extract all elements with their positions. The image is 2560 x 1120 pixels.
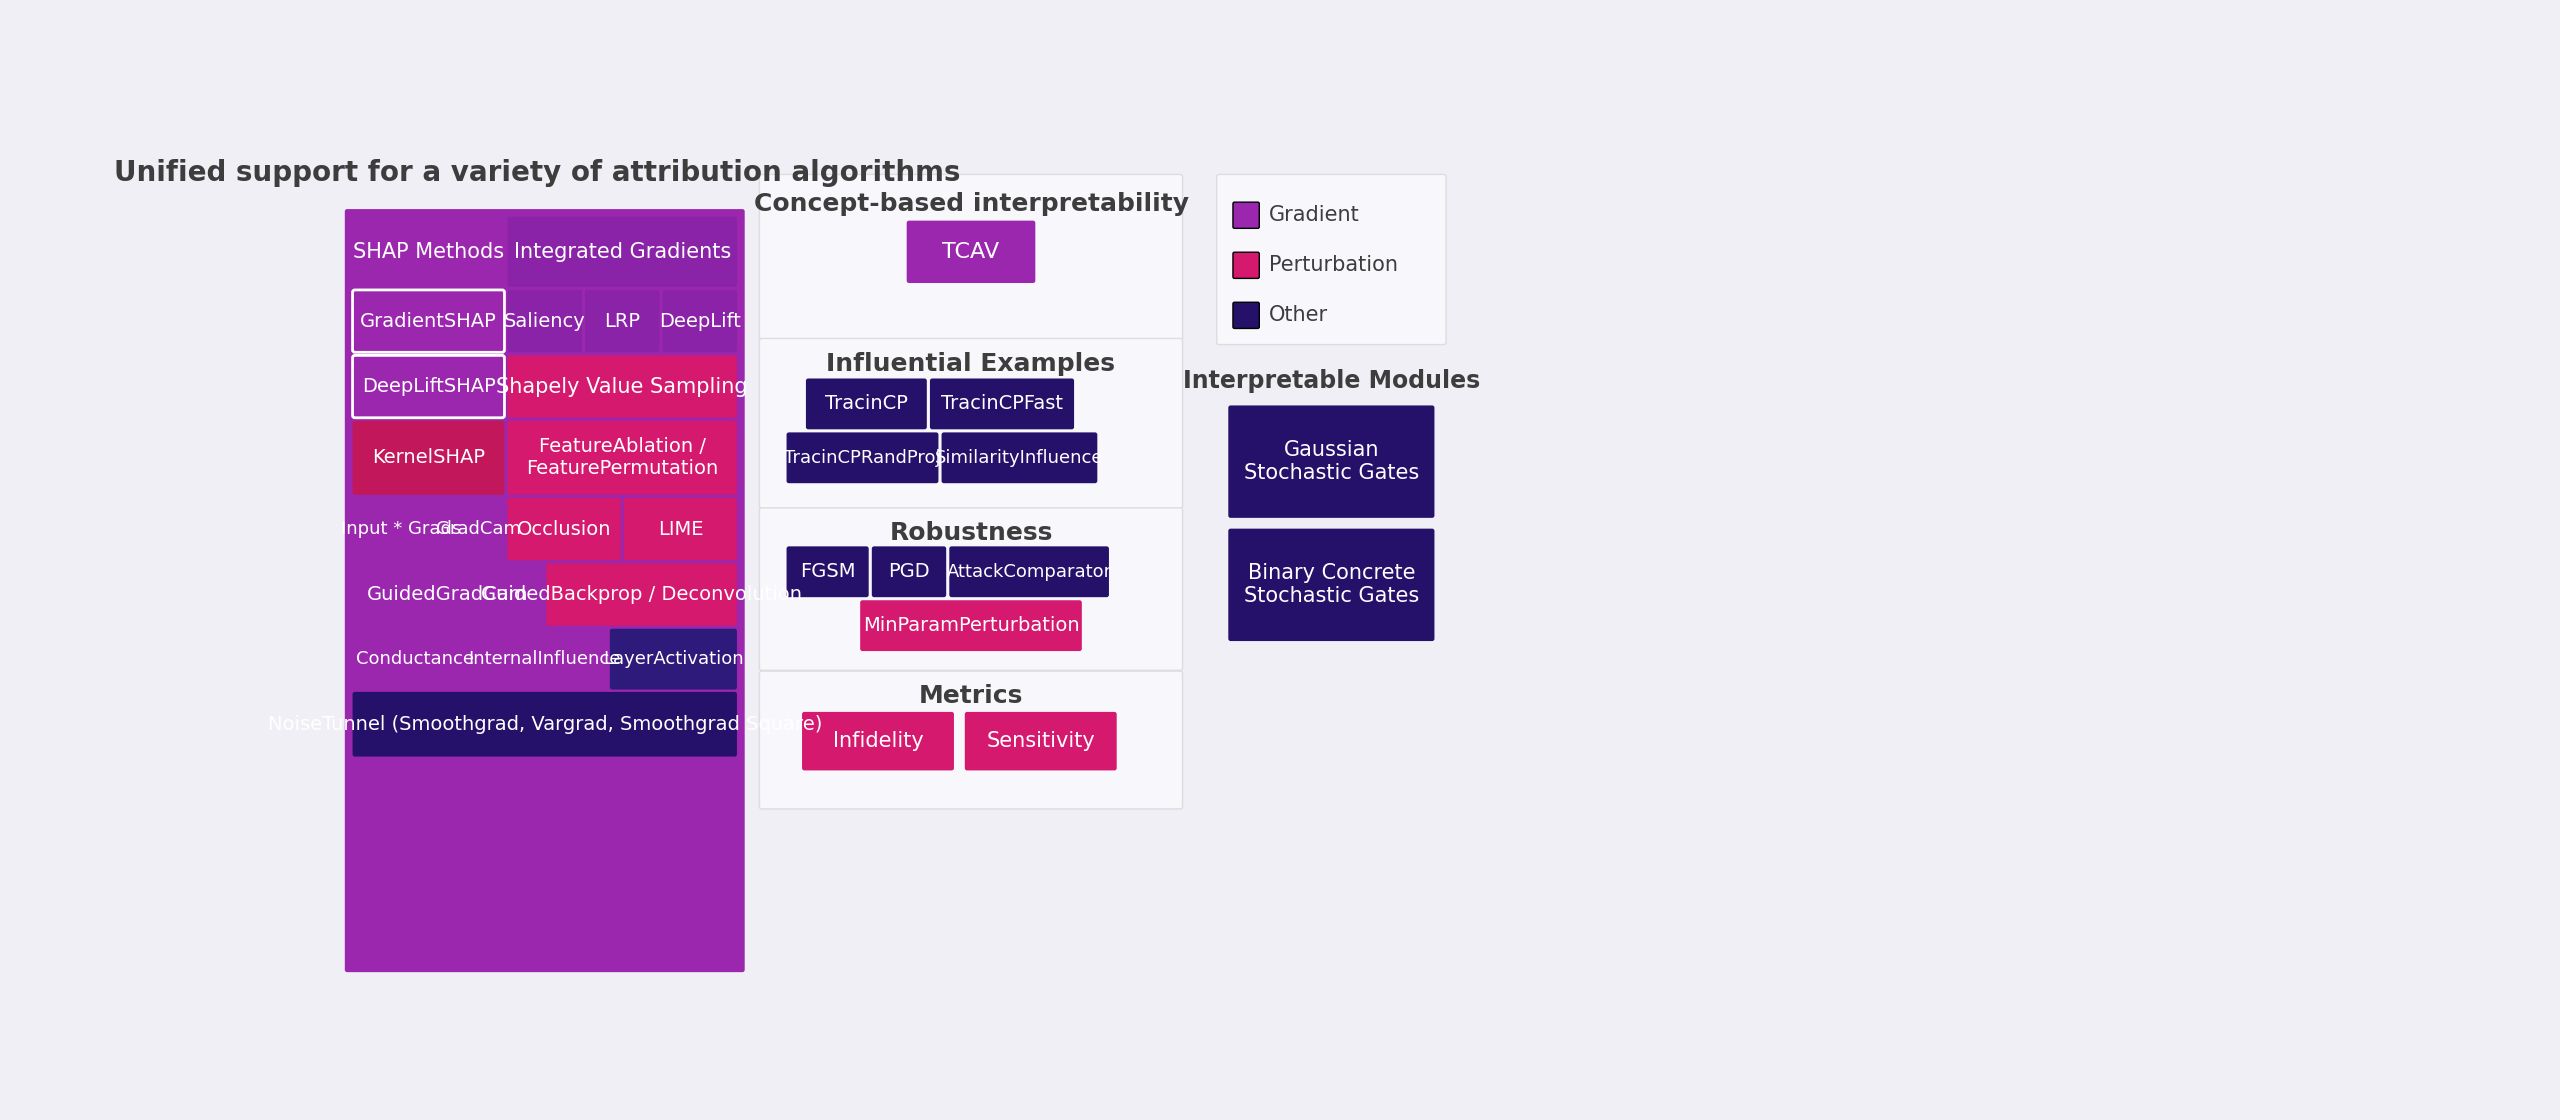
FancyBboxPatch shape: [507, 355, 737, 418]
FancyBboxPatch shape: [353, 421, 504, 495]
Text: FeatureAblation /
FeaturePermutation: FeatureAblation / FeaturePermutation: [527, 437, 719, 478]
FancyBboxPatch shape: [942, 432, 1098, 483]
FancyBboxPatch shape: [801, 712, 955, 771]
Text: Occlusion: Occlusion: [517, 520, 612, 539]
Text: KernelSHAP: KernelSHAP: [371, 448, 484, 467]
FancyBboxPatch shape: [353, 628, 479, 690]
Text: Input * Grads: Input * Grads: [340, 520, 461, 538]
FancyBboxPatch shape: [760, 671, 1183, 809]
Text: TCAV: TCAV: [942, 242, 998, 262]
Text: GradientSHAP: GradientSHAP: [361, 311, 497, 330]
FancyBboxPatch shape: [1234, 302, 1260, 328]
FancyBboxPatch shape: [873, 547, 947, 597]
FancyBboxPatch shape: [760, 338, 1183, 508]
FancyBboxPatch shape: [1234, 252, 1260, 279]
Text: InternalInfluence: InternalInfluence: [468, 650, 620, 669]
FancyBboxPatch shape: [860, 600, 1083, 651]
Text: Sensitivity: Sensitivity: [986, 731, 1096, 752]
Text: GradCam: GradCam: [435, 520, 522, 538]
FancyBboxPatch shape: [507, 421, 737, 495]
FancyBboxPatch shape: [609, 628, 737, 690]
Text: LayerActivation: LayerActivation: [604, 650, 745, 669]
Text: Conductance: Conductance: [356, 650, 474, 669]
FancyBboxPatch shape: [1234, 202, 1260, 228]
Text: Unified support for a variety of attribution algorithms: Unified support for a variety of attribu…: [113, 159, 960, 187]
FancyBboxPatch shape: [481, 628, 607, 690]
Text: DeepLift: DeepLift: [658, 311, 740, 330]
Text: Gaussian
Stochastic Gates: Gaussian Stochastic Gates: [1244, 440, 1418, 483]
FancyBboxPatch shape: [786, 547, 868, 597]
FancyBboxPatch shape: [353, 692, 737, 756]
Text: SimilarityInfluence: SimilarityInfluence: [934, 449, 1103, 467]
Text: TracinCPFast: TracinCPFast: [942, 394, 1062, 413]
Text: PGD: PGD: [888, 562, 929, 581]
Text: GuidedGradCam: GuidedGradCam: [366, 585, 527, 604]
FancyBboxPatch shape: [353, 563, 543, 626]
Text: TracinCP: TracinCP: [824, 394, 909, 413]
Text: LRP: LRP: [604, 311, 640, 330]
Text: DeepLiftSHAP: DeepLiftSHAP: [361, 377, 497, 396]
Text: Concept-based interpretability: Concept-based interpretability: [753, 192, 1188, 216]
Text: AttackComparator: AttackComparator: [947, 562, 1111, 581]
Text: LIME: LIME: [658, 520, 704, 539]
Text: Integrated Gradients: Integrated Gradients: [515, 242, 730, 262]
FancyBboxPatch shape: [806, 379, 927, 429]
FancyBboxPatch shape: [663, 290, 737, 353]
FancyBboxPatch shape: [929, 379, 1075, 429]
FancyBboxPatch shape: [760, 507, 1183, 670]
Text: Perturbation: Perturbation: [1270, 255, 1398, 276]
FancyBboxPatch shape: [507, 217, 737, 287]
FancyBboxPatch shape: [625, 497, 737, 560]
FancyBboxPatch shape: [453, 497, 504, 560]
Text: TracinCPRandProj: TracinCPRandProj: [783, 449, 942, 467]
Text: GuidedBackprop / Deconvolution: GuidedBackprop / Deconvolution: [481, 585, 801, 604]
FancyBboxPatch shape: [507, 290, 581, 353]
FancyBboxPatch shape: [1229, 529, 1434, 641]
FancyBboxPatch shape: [1216, 175, 1446, 345]
Text: Robustness: Robustness: [888, 521, 1052, 545]
FancyBboxPatch shape: [353, 217, 504, 287]
FancyBboxPatch shape: [353, 290, 504, 353]
Text: Influential Examples: Influential Examples: [827, 352, 1116, 376]
FancyBboxPatch shape: [965, 712, 1116, 771]
Text: Metrics: Metrics: [919, 684, 1024, 709]
FancyBboxPatch shape: [545, 563, 737, 626]
Text: SHAP Methods: SHAP Methods: [353, 242, 504, 262]
Text: Saliency: Saliency: [504, 311, 586, 330]
FancyBboxPatch shape: [353, 497, 451, 560]
FancyBboxPatch shape: [950, 547, 1108, 597]
FancyBboxPatch shape: [346, 209, 745, 972]
FancyBboxPatch shape: [760, 175, 1183, 340]
Text: FGSM: FGSM: [799, 562, 855, 581]
Text: MinParamPerturbation: MinParamPerturbation: [863, 616, 1080, 635]
FancyBboxPatch shape: [353, 355, 504, 418]
Text: Binary Concrete
Stochastic Gates: Binary Concrete Stochastic Gates: [1244, 563, 1418, 606]
Text: NoiseTunnel (Smoothgrad, Vargrad, Smoothgrad Square): NoiseTunnel (Smoothgrad, Vargrad, Smooth…: [269, 715, 822, 734]
Text: Shapely Value Sampling: Shapely Value Sampling: [497, 376, 748, 396]
FancyBboxPatch shape: [1229, 405, 1434, 517]
Text: Interpretable Modules: Interpretable Modules: [1183, 368, 1480, 393]
FancyBboxPatch shape: [586, 290, 660, 353]
Text: Gradient: Gradient: [1270, 205, 1359, 225]
Text: Other: Other: [1270, 306, 1329, 325]
FancyBboxPatch shape: [906, 221, 1034, 283]
FancyBboxPatch shape: [786, 432, 940, 483]
FancyBboxPatch shape: [507, 497, 620, 560]
Text: Infidelity: Infidelity: [832, 731, 924, 752]
